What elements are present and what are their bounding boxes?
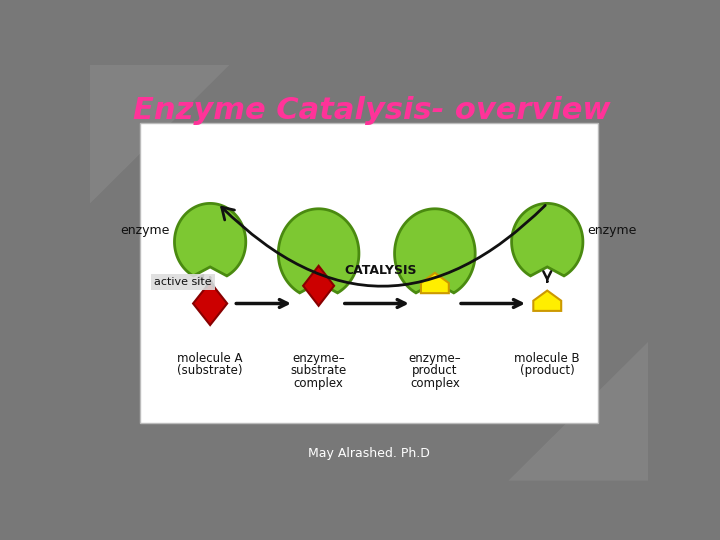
Polygon shape: [193, 282, 228, 325]
Text: active site: active site: [154, 277, 212, 287]
PathPatch shape: [395, 209, 475, 293]
Polygon shape: [90, 65, 230, 204]
Text: molecule B: molecule B: [514, 352, 580, 365]
Text: product: product: [412, 364, 458, 377]
Polygon shape: [421, 273, 449, 293]
Text: May Alrashed. Ph.D: May Alrashed. Ph.D: [308, 447, 430, 460]
PathPatch shape: [174, 204, 246, 276]
Text: Enzyme Catalysis- overview: Enzyme Catalysis- overview: [132, 96, 610, 125]
Text: substrate: substrate: [290, 364, 347, 377]
Text: (product): (product): [520, 364, 575, 377]
Text: (substrate): (substrate): [177, 364, 243, 377]
Text: enzyme–: enzyme–: [408, 352, 462, 365]
Polygon shape: [534, 291, 561, 311]
PathPatch shape: [512, 204, 583, 276]
FancyArrowPatch shape: [222, 205, 545, 286]
Text: CATALYSIS: CATALYSIS: [344, 264, 417, 276]
Text: enzyme–: enzyme–: [292, 352, 345, 365]
PathPatch shape: [279, 209, 359, 293]
Text: complex: complex: [410, 377, 460, 390]
Text: enzyme: enzyme: [588, 224, 637, 237]
Polygon shape: [508, 342, 648, 481]
Polygon shape: [303, 266, 334, 306]
Text: complex: complex: [294, 377, 343, 390]
Text: molecule A: molecule A: [177, 352, 243, 365]
FancyBboxPatch shape: [140, 123, 598, 423]
Text: enzyme: enzyme: [120, 224, 170, 237]
